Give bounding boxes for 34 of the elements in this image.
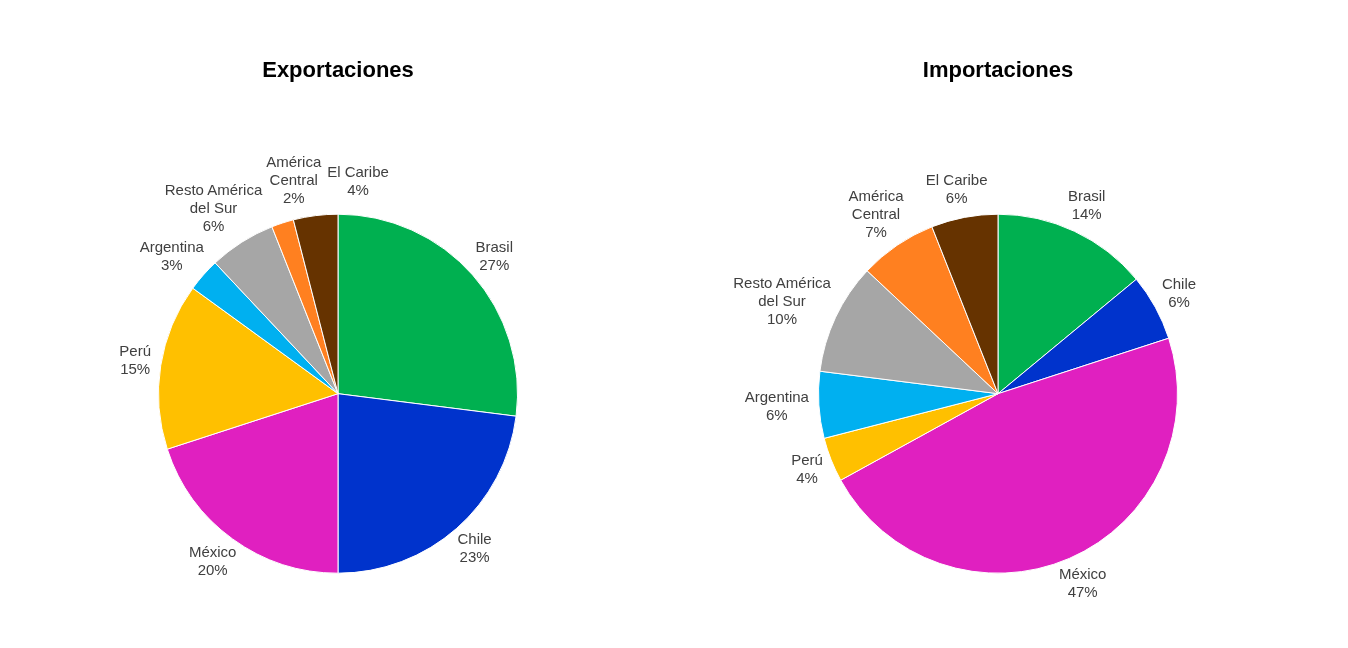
- data-label: 14%: [1071, 205, 1102, 223]
- data-label: 6%: [202, 216, 225, 234]
- slice-label: El Caribe: [327, 162, 389, 180]
- slice-label: Resto América del Sur: [733, 273, 832, 309]
- chart-title: Importaciones: [922, 57, 1074, 83]
- slice-label: Argentina: [139, 237, 205, 255]
- slice-label: Chile: [1161, 274, 1197, 292]
- chart-title: Exportaciones: [262, 57, 414, 83]
- data-label: 10%: [767, 309, 798, 327]
- slice-label: El Caribe: [925, 171, 988, 189]
- data-label: 4%: [796, 469, 818, 487]
- data-label: 47%: [1067, 583, 1098, 601]
- data-label: 15%: [120, 360, 151, 378]
- slice-label: Argentina: [744, 387, 810, 405]
- data-label: 23%: [459, 548, 490, 566]
- data-label: 6%: [765, 405, 788, 423]
- slice-label: Resto América del Sur: [164, 180, 263, 216]
- slice-label: Perú: [791, 451, 823, 469]
- slice-label: América Central: [266, 152, 322, 188]
- slice-label: Brasil: [475, 237, 513, 255]
- data-label: 2%: [282, 188, 305, 206]
- data-label: 4%: [347, 180, 369, 198]
- data-label: 6%: [1168, 292, 1190, 310]
- slice-label: México: [1058, 565, 1107, 583]
- data-label: 6%: [945, 189, 968, 207]
- slice-label: México: [188, 542, 237, 560]
- data-label: 27%: [479, 255, 510, 273]
- data-label: 3%: [160, 255, 183, 273]
- slice-label: Brasil: [1067, 187, 1106, 205]
- data-label: 7%: [865, 222, 887, 240]
- data-label: 20%: [197, 560, 228, 578]
- slice-label: América Central: [848, 186, 905, 222]
- slice-label: Chile: [457, 530, 492, 548]
- slice-label: Perú: [119, 342, 152, 360]
